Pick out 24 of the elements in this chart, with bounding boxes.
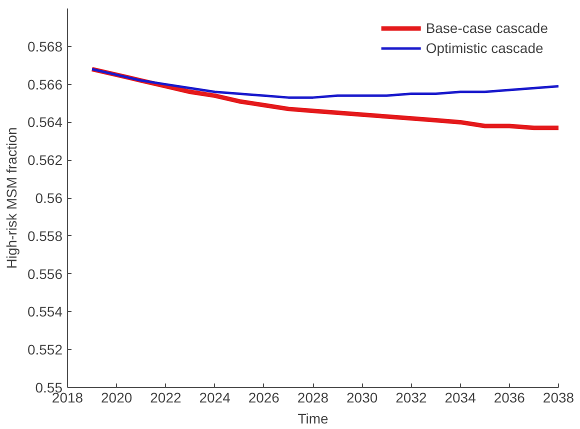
x-tick-label: 2028 xyxy=(297,390,329,406)
y-tick-label: 0.566 xyxy=(27,76,63,92)
x-tick-label: 2020 xyxy=(101,390,132,406)
x-tick-label: 2032 xyxy=(396,390,427,406)
x-tick-label: 2022 xyxy=(150,390,182,406)
legend-label: Optimistic cascade xyxy=(426,40,544,56)
y-tick-label: 0.564 xyxy=(27,114,63,130)
y-tick-label: 0.554 xyxy=(27,304,63,320)
y-tick-label: 0.558 xyxy=(27,228,63,244)
y-tick-label: 0.556 xyxy=(27,266,63,282)
x-tick-label: 2038 xyxy=(542,390,574,406)
y-tick-label: 0.562 xyxy=(27,152,63,168)
y-axis-title: High-risk MSM fraction xyxy=(3,127,20,269)
line-series xyxy=(90,68,558,99)
y-tick-label: 0.56 xyxy=(35,190,63,206)
y-tick-label: 0.552 xyxy=(27,342,63,358)
x-tick-label: 2026 xyxy=(248,390,280,406)
legend-label: Base-case cascade xyxy=(426,20,548,36)
x-tick-label: 2030 xyxy=(346,390,378,406)
x-tick-label: 2034 xyxy=(444,390,476,406)
x-axis-title: Time xyxy=(298,410,329,426)
x-tick-label: 2036 xyxy=(494,390,526,406)
y-tick-label: 0.568 xyxy=(27,38,63,54)
x-tick-label: 2024 xyxy=(199,390,231,406)
